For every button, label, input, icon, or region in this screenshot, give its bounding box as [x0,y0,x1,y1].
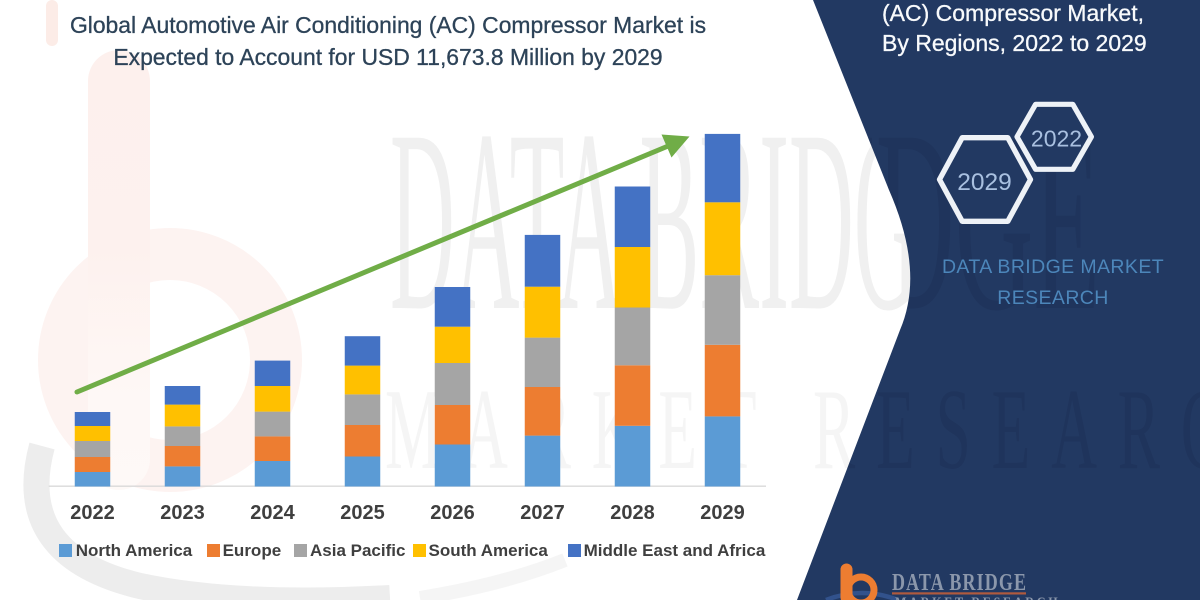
svg-text:2029: 2029 [957,169,1012,196]
svg-text:DATA BRIDGE: DATA BRIDGE [892,569,1027,596]
svg-text:2022: 2022 [1031,125,1082,151]
svg-text:MARKET RESEARCH: MARKET RESEARCH [895,595,1060,600]
